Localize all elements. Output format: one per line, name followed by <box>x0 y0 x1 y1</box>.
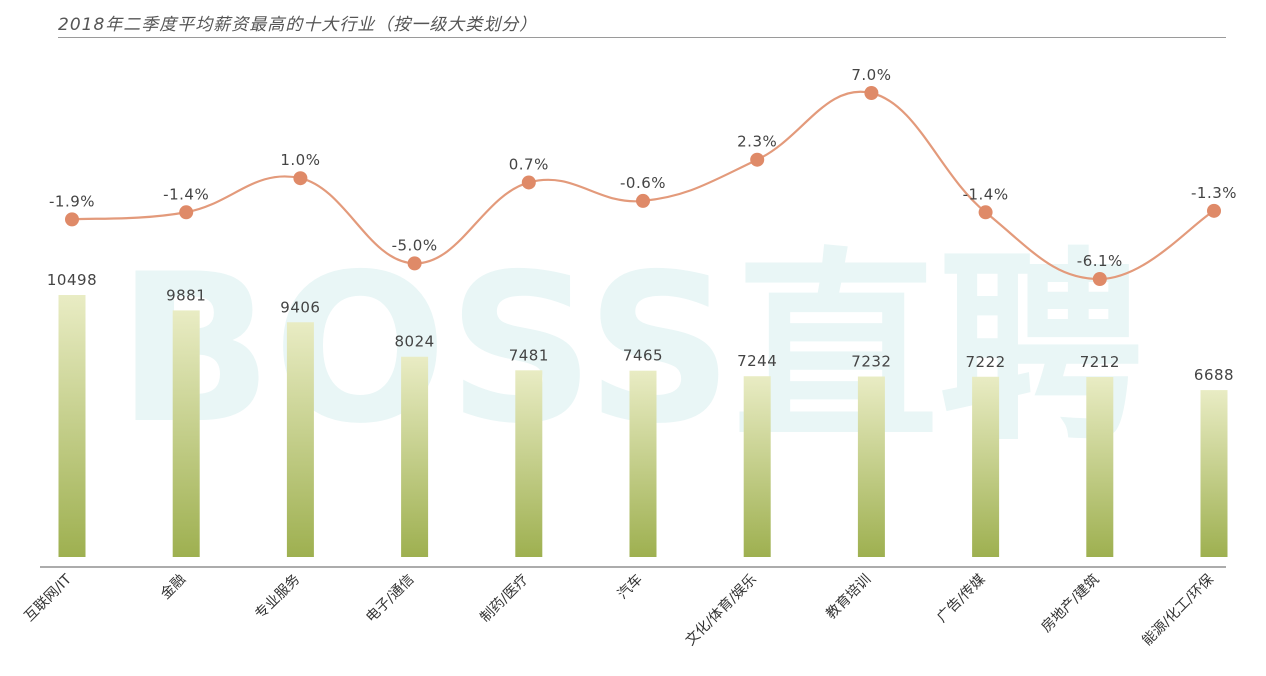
growth-point <box>521 175 536 190</box>
bar <box>58 295 86 557</box>
growth-value-label: -6.1% <box>1077 252 1123 270</box>
growth-point <box>1092 272 1107 286</box>
bar <box>1200 390 1228 557</box>
growth-value-label: -1.3% <box>1191 184 1237 202</box>
growth-value-label: 0.7% <box>509 155 549 173</box>
bar <box>1086 377 1114 557</box>
growth-point <box>1207 203 1221 218</box>
category-label: 电子/通信 <box>363 572 417 626</box>
bar <box>857 376 885 557</box>
category-label: 专业服务 <box>252 572 303 623</box>
category-label: 房地产/建筑 <box>1038 572 1102 636</box>
bar-value-label: 7481 <box>509 346 549 364</box>
chart-title: 2018年二季度平均薪资最高的十大行业（按一级大类划分） <box>58 15 538 35</box>
category-label: 金融 <box>158 572 189 603</box>
category-label: 互联网/IT <box>22 571 76 625</box>
growth-value-label: -1.9% <box>49 192 95 210</box>
bar <box>401 356 429 557</box>
growth-value-label: -1.4% <box>963 185 1009 203</box>
bar-value-label: 9881 <box>166 286 206 304</box>
growth-value-label: 7.0% <box>851 66 891 84</box>
bar <box>515 370 543 557</box>
bar-value-label: 7212 <box>1080 353 1120 371</box>
bar-value-label: 9406 <box>280 298 320 316</box>
bar <box>972 376 1000 557</box>
growth-point <box>293 171 308 186</box>
growth-value-label: 2.3% <box>737 133 777 151</box>
bar <box>172 310 200 557</box>
growth-point <box>407 256 422 271</box>
growth-point <box>636 193 650 208</box>
growth-markers <box>65 86 1221 286</box>
category-label: 汽车 <box>614 571 646 603</box>
category-label: 能源/化工/环保 <box>1139 572 1216 649</box>
growth-value-label: -5.0% <box>392 236 438 254</box>
bar <box>743 376 771 557</box>
growth-point <box>179 205 194 220</box>
bar-value-label: 7232 <box>851 353 891 371</box>
title-divider <box>58 37 1226 38</box>
bar <box>286 322 314 557</box>
bar-value-label: 7244 <box>737 352 777 370</box>
growth-point <box>750 152 765 167</box>
growth-point <box>864 86 879 100</box>
growth-value-labels: -1.9% -1.4% 1.0% -5.0% 0.7% -0.6% 2.3% 7.0% -1.4… <box>49 66 1237 270</box>
bar-value-label: 7465 <box>623 347 663 365</box>
growth-point <box>65 212 79 227</box>
category-label: 广告/传媒 <box>934 572 988 626</box>
bar-value-label: 6688 <box>1194 366 1234 384</box>
category-axis-labels: 互联网/IT 金融 专业服务 电子/通信 制药/医疗 汽车 文化/体育/娱乐 教育培训 广告/传… <box>22 571 1217 649</box>
growth-value-label: -1.4% <box>163 185 209 203</box>
growth-value-label: 1.0% <box>280 151 320 169</box>
bar-value-label: 8024 <box>395 333 435 351</box>
bar-value-labels: 10498 9881 9406 8024 7481 7465 7244 7232 7222 721… <box>47 271 1234 384</box>
bar <box>629 370 657 557</box>
bar-value-label: 7222 <box>966 353 1006 371</box>
category-label: 教育培训 <box>823 572 874 623</box>
category-label: 制药/医疗 <box>477 572 531 626</box>
growth-value-label: -0.6% <box>620 174 666 192</box>
growth-point <box>978 205 993 220</box>
bar-series <box>58 295 1228 557</box>
category-label: 文化/体育/娱乐 <box>683 572 760 649</box>
bar-value-label: 10498 <box>47 271 97 289</box>
